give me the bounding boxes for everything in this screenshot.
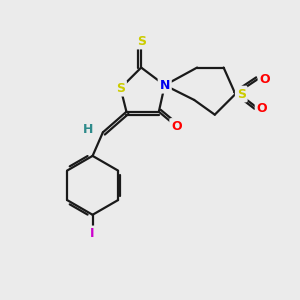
Text: O: O: [171, 120, 182, 133]
Text: H: H: [83, 123, 93, 136]
Text: N: N: [160, 79, 170, 92]
Text: S: S: [116, 82, 125, 95]
Text: S: S: [237, 88, 246, 100]
Text: O: O: [256, 102, 267, 115]
Text: O: O: [260, 73, 270, 86]
Text: I: I: [90, 227, 95, 240]
Text: S: S: [137, 34, 146, 48]
